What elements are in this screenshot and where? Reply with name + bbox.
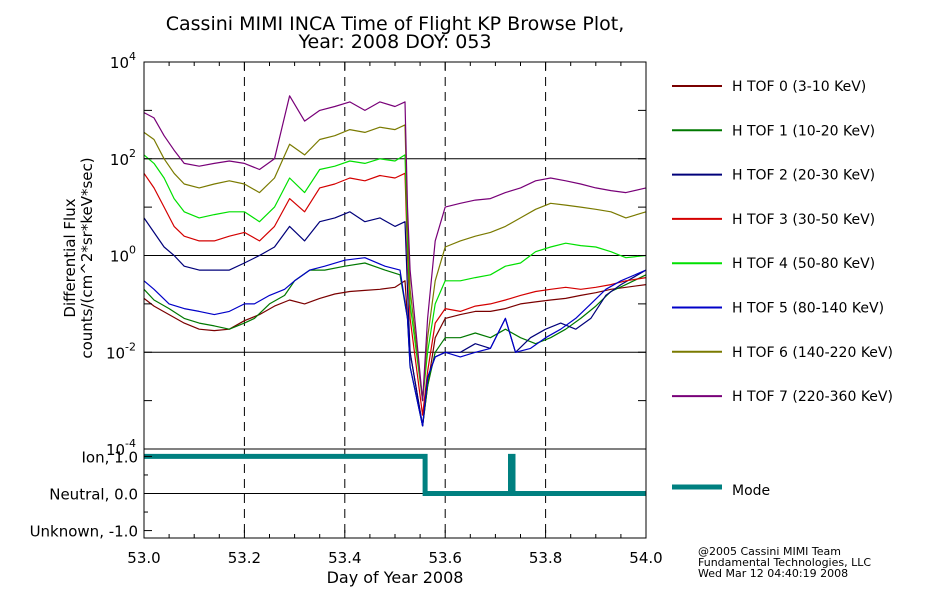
flux-series-line: [143, 95, 647, 402]
flux-grid: [144, 62, 646, 449]
y-tick-label: 100: [110, 244, 136, 266]
y-tick-label: 104: [110, 50, 136, 72]
mode-series-group: [144, 453, 646, 496]
mode-y-tick-label: Neutral, 0.0: [49, 486, 138, 504]
legend-label-mode: Mode: [732, 483, 770, 499]
mode-series-line: [144, 453, 646, 496]
credit-line1: @2005 Cassini MIMI Team: [698, 545, 841, 558]
y-tick-label: 10-4: [106, 437, 136, 459]
y-axis-label-line2: counts/(cm^2*sr*keV*sec): [78, 157, 96, 358]
x-tick-label: 54.0: [629, 549, 662, 567]
flux-series-line: [143, 211, 647, 427]
legend: H TOF 0 (3-10 KeV) H TOF 1 (10-20 KeV) H T…: [672, 79, 893, 499]
mode-panel-frame: [143, 448, 647, 539]
mode-ticks: 53.0 53.2 53.4 53.6 53.8 54.0 Ion, 1.0 Neutral,…: [30, 448, 663, 567]
legend-label: H TOF 2 (20-30 KeV): [732, 168, 875, 184]
flux-panel: 10-4 10-2 100 102 104: [106, 50, 647, 459]
x-axis-label: Day of Year 2008: [327, 568, 464, 587]
chart-title-line2: Year: 2008 DOY: 053: [297, 31, 491, 53]
flux-ticks: 10-4 10-2 100 102 104: [106, 50, 647, 459]
legend-label: H TOF 4 (50-80 KeV): [732, 256, 875, 272]
y-axis-label-group: Differential Flux counts/(cm^2*sr*keV*se…: [61, 157, 96, 358]
legend-label: H TOF 5 (80-140 KeV): [732, 301, 884, 317]
flux-series-line: [143, 154, 647, 402]
y-tick-label: 102: [110, 147, 136, 169]
flux-series-line: [143, 172, 647, 416]
mode-y-tick-label: Unknown, -1.0: [30, 523, 138, 541]
mode-panel: 53.0 53.2 53.4 53.6 53.8 54.0 Ion, 1.0 Neutral,…: [30, 448, 663, 567]
x-tick-label: 53.0: [127, 549, 160, 567]
x-tick-label: 53.2: [228, 549, 261, 567]
flux-series-line: [143, 280, 647, 427]
flux-series-line: [143, 124, 647, 402]
flux-series-group: [143, 95, 647, 427]
legend-label: H TOF 0 (3-10 KeV): [732, 79, 866, 95]
chart-title-line1: Cassini MIMI INCA Time of Flight KP Brow…: [166, 13, 625, 35]
x-tick-label: 53.8: [529, 549, 562, 567]
mode-y-tick-label: Ion, 1.0: [82, 448, 139, 466]
legend-label: H TOF 7 (220-360 KeV): [732, 389, 893, 405]
legend-label: H TOF 6 (140-220 KeV): [732, 345, 893, 361]
y-tick-label: 10-2: [106, 340, 136, 362]
legend-label: H TOF 1 (10-20 KeV): [732, 123, 875, 139]
y-axis-label-line1: Differential Flux: [61, 198, 79, 317]
flux-series-line: [143, 257, 647, 427]
legend-label: H TOF 3 (30-50 KeV): [732, 212, 875, 228]
x-tick-label: 53.4: [328, 549, 361, 567]
credit-line2: Fundamental Technologies, LLC: [698, 556, 871, 569]
credit-line3: Wed Mar 12 04:40:19 2008: [698, 567, 848, 580]
x-tick-label: 53.6: [428, 549, 461, 567]
